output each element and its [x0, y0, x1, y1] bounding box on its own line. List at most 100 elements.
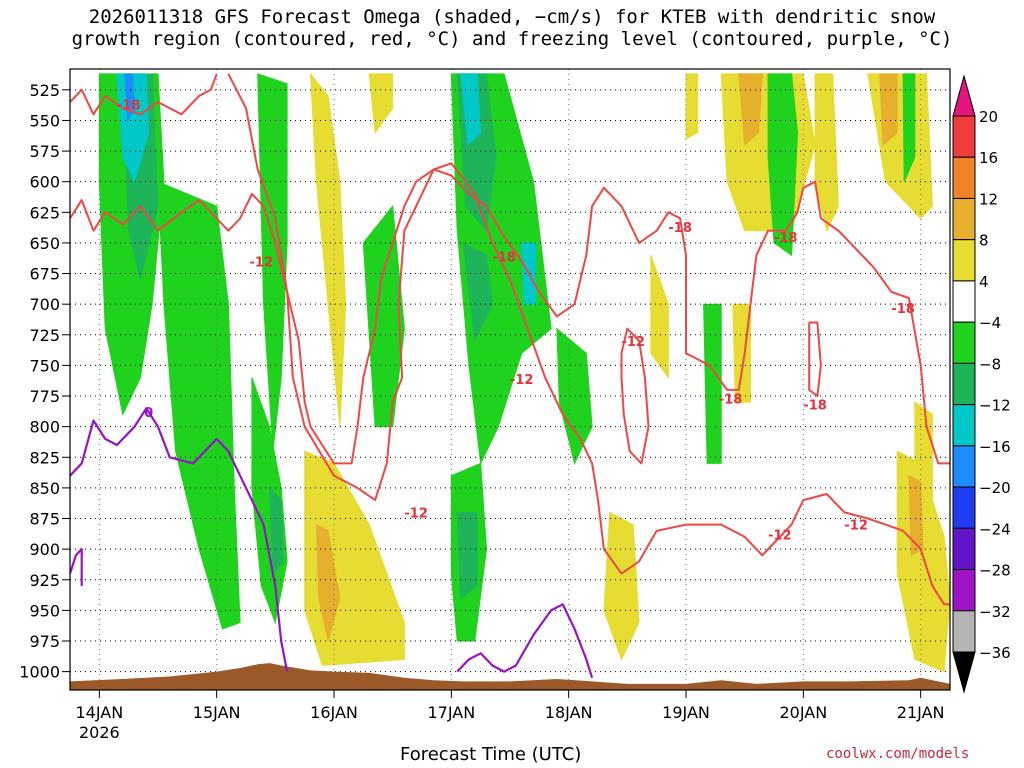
terrain [70, 663, 950, 690]
y-tick-label-900: 900 [29, 540, 60, 559]
credit-text: coolwx.com/models [826, 746, 970, 762]
chart-title-line-1: 2026011318 GFS Forecast Omega (shaded, −… [88, 6, 936, 28]
y-tick-label-950: 950 [29, 601, 60, 620]
y-tick-label-775: 775 [29, 387, 60, 406]
contour-label-13: 0 [144, 406, 153, 421]
omega-region-26 [738, 73, 763, 146]
colorbar-label-11: −28 [979, 562, 1011, 580]
colorbar-bin-1 [952, 156, 976, 199]
contour-label-11: -12 [844, 519, 868, 534]
x-tick-label-14JAN: 14JAN [75, 703, 123, 722]
chart-title: 2026011318 GFS Forecast Omega (shaded, −… [0, 6, 1024, 50]
colorbar-bin-6 [952, 362, 976, 406]
colorbar: 20 16 12 8 4 −4 −8 −12 −16 −20 −24 −28 −32 −36 [952, 74, 1011, 694]
y-tick-label-600: 600 [29, 173, 60, 192]
omega-region-24 [685, 73, 699, 140]
colorbar-over-arrow [952, 74, 976, 117]
contour-label-5: -12 [621, 335, 645, 350]
colorbar-bin-10 [952, 527, 976, 571]
y-tick-label-825: 825 [29, 448, 60, 467]
omega-region-35 [732, 303, 751, 403]
x-tick-label-17JAN: 17JAN [427, 703, 475, 722]
colorbar-label-4: 4 [979, 273, 989, 291]
y-tick-label-550: 550 [29, 111, 60, 130]
omega-region-11 [362, 204, 405, 428]
x-tick-label-16JAN: 16JAN [310, 703, 358, 722]
y-tick-label-625: 625 [29, 203, 60, 222]
omega-region-5 [257, 73, 288, 452]
contour-label-12: -18 [891, 302, 915, 317]
contour-label-4: -12 [510, 373, 534, 388]
colorbar-bin-0 [952, 115, 976, 158]
x-tick-label-20JAN: 20JAN [779, 703, 827, 722]
contour-label-9: -18 [774, 231, 798, 246]
chart-title-line-2: growth region (contoured, red, °C) and f… [71, 28, 953, 50]
omega-region-15 [460, 73, 482, 146]
grid-lines [70, 69, 950, 690]
colorbar-bin-8 [952, 445, 976, 488]
y-tick-label-525: 525 [29, 81, 60, 100]
omega-region-27 [767, 73, 799, 257]
colorbar-label-8: −16 [979, 438, 1011, 456]
omega-region-31 [902, 73, 916, 182]
colorbar-bin-12 [952, 610, 976, 653]
colorbar-label-6: −8 [979, 355, 1001, 373]
contour-label-7: -18 [719, 392, 743, 407]
omega-region-8 [309, 72, 347, 427]
contour-label-3: -18 [492, 250, 516, 265]
y-tick-label-575: 575 [29, 142, 60, 161]
contour-label-6: -18 [668, 221, 692, 236]
colorbar-bin-7 [952, 404, 976, 447]
omega-region-19 [456, 511, 478, 600]
red-contour-1 [227, 73, 950, 606]
omega-region-34 [908, 474, 924, 557]
x-tick-label-18JAN: 18JAN [545, 703, 593, 722]
colorbar-bin-9 [952, 486, 976, 529]
x-tick-sublabel-14JAN: 2026 [79, 723, 120, 742]
y-axis: 525 550 575 600 625 650 675 700 725 750 775 800 825 8… [19, 81, 70, 682]
omega-region-3 [116, 73, 150, 184]
y-tick-label-925: 925 [29, 571, 60, 590]
colorbar-under-arrow [952, 651, 976, 694]
y-tick-label-725: 725 [29, 326, 60, 345]
omega-region-1 [157, 180, 241, 630]
colorbar-label-2: 12 [979, 190, 998, 208]
omega-region-28 [814, 73, 840, 233]
colorbar-bin-4 [952, 280, 976, 323]
contour-labels: -18 -12 -12 -18 -12 -12 -18 -18 -12 -18 -18 -12 -18 0 [117, 99, 915, 544]
colorbar-label-7: −12 [979, 397, 1011, 415]
x-axis-label: Forecast Time (UTC) [400, 744, 582, 765]
terrain-fill [70, 663, 950, 690]
colorbar-label-3: 8 [979, 232, 989, 250]
colorbar-label-13: −36 [979, 644, 1011, 662]
y-tick-label-800: 800 [29, 418, 60, 437]
contours [70, 73, 950, 679]
colorbar-bin-3 [952, 239, 976, 282]
colorbar-label-1: 16 [979, 149, 998, 167]
purple-contour-0 [70, 407, 289, 672]
purple-contour-2 [456, 603, 594, 679]
y-tick-label-650: 650 [29, 234, 60, 253]
colorbar-bin-5 [952, 321, 976, 364]
red-contour-2 [70, 168, 950, 465]
x-tick-label-19JAN: 19JAN [662, 703, 710, 722]
y-tick-label-1000: 1000 [19, 663, 60, 682]
contour-label-1: -12 [250, 255, 274, 270]
contour-label-0: -18 [117, 99, 141, 114]
colorbar-bin-2 [952, 197, 976, 241]
y-tick-label-750: 750 [29, 356, 60, 375]
colorbar-label-12: −32 [979, 603, 1011, 621]
colorbar-label-10: −24 [979, 520, 1011, 538]
contour-label-2: -12 [404, 506, 428, 521]
omega-region-22 [650, 255, 669, 380]
red-contour-4 [808, 321, 822, 397]
y-tick-label-875: 875 [29, 510, 60, 529]
x-tick-label-21JAN: 21JAN [897, 703, 945, 722]
colorbar-label-9: −20 [979, 479, 1011, 497]
plot-frame [69, 68, 951, 691]
colorbar-label-0: 20 [979, 108, 998, 126]
y-tick-label-675: 675 [29, 265, 60, 284]
omega-region-12 [368, 73, 394, 135]
